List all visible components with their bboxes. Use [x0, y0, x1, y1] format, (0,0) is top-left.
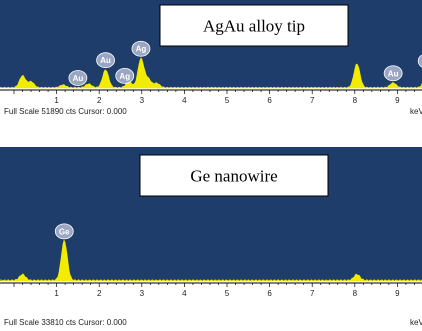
element-label: Ag [119, 72, 130, 81]
element-label: Au [100, 56, 111, 65]
caption-text: Ge nanowire [190, 167, 277, 186]
spectrum-panel-2: Ge Ge nanowire 1 2 3 4 5 6 7 8 9 Full Scale 33810 c… [0, 147, 422, 327]
spectrum-trace [0, 57, 422, 89]
axis-unit: keV [410, 318, 422, 327]
scale-readout: Full Scale 51890 cts Cursor: 0.000 [4, 107, 127, 116]
element-label-bubble [131, 40, 151, 57]
tick-label: 5 [225, 96, 230, 105]
caption-box [139, 154, 329, 197]
element-label: Ag [136, 45, 147, 54]
tick-label: 6 [267, 96, 272, 105]
scale-readout: Full Scale 33810 cts Cursor: 0.000 [4, 318, 127, 327]
tick-label: 7 [310, 289, 315, 298]
element-label-bubble [383, 65, 403, 82]
tick-label: 9 [395, 96, 400, 105]
spectrum-panel-1: AuAuAgAgAuAuAgAu alloy tip123456789Full … [0, 0, 422, 116]
element-label-bubble [417, 54, 422, 68]
caption-box [159, 4, 349, 47]
tick-label: 4 [182, 289, 187, 298]
tick-label: 3 [140, 289, 145, 298]
tick-label: 6 [267, 289, 272, 298]
spectrum-trace [0, 239, 422, 282]
element-label-bubble [68, 70, 88, 86]
tick-label: 7 [310, 96, 315, 105]
tick-label: 9 [395, 289, 400, 298]
tick-label: 1 [54, 289, 59, 298]
tick-label: 5 [225, 289, 230, 298]
tick-label: 3 [140, 96, 145, 105]
element-label-bubble [54, 223, 74, 240]
element-label-bubble [96, 52, 115, 69]
element-label: Ge [59, 227, 70, 236]
axis-unit: keV [410, 107, 422, 116]
tick-label: 2 [97, 96, 102, 105]
tick-label: 8 [353, 289, 358, 298]
tick-label: 8 [353, 96, 358, 105]
element-label: Au [388, 69, 399, 78]
caption-text: AgAu alloy tip [203, 17, 305, 36]
element-label: Au [73, 74, 84, 83]
tick-label: 1 [54, 96, 59, 105]
tick-label: 4 [182, 96, 187, 105]
tick-label: 2 [97, 289, 102, 298]
element-label-bubble [115, 67, 135, 84]
